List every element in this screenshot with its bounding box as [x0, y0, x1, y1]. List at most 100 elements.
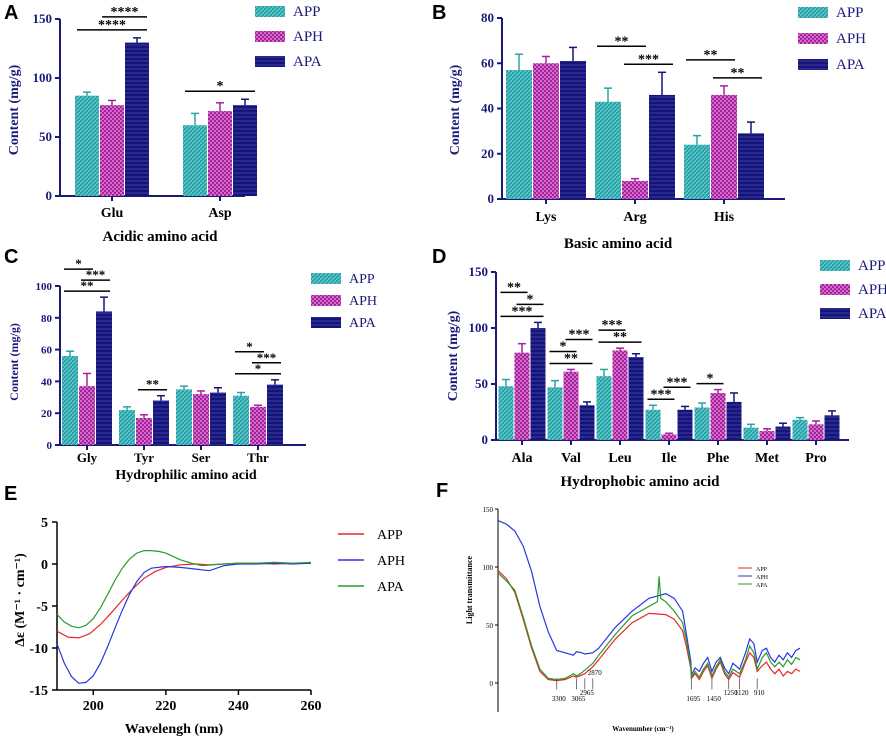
bar-d-apa-val	[579, 405, 595, 440]
legend-label-f-apa: APA	[756, 583, 768, 589]
significance-label: *	[527, 292, 534, 307]
panel-e-ytick-label: -5	[36, 600, 48, 615]
significance-label: ****	[111, 5, 139, 20]
spectrum-line-f-aph	[497, 520, 801, 678]
bar-b-app-his	[684, 144, 710, 199]
spectrum-line-e-apa	[56, 549, 312, 629]
significance-label: *	[217, 79, 224, 94]
category-label-lys: Lys	[535, 210, 557, 225]
panel-e-xtick-label: 200	[83, 699, 104, 714]
peak-label: 1250	[724, 689, 739, 697]
significance-label: ***	[602, 318, 623, 333]
panel-b-ytick-label: 0	[488, 191, 495, 206]
panel-c-ytick-label: 60	[41, 345, 53, 357]
panel-b: B Content (mg/g) Basic amino acid 0 20 40 6…	[432, 2, 866, 252]
bar-b-app-lys	[506, 70, 532, 199]
bar-d-apa-ala	[530, 328, 546, 440]
panel-d-ytick-label: 50	[475, 376, 488, 391]
panel-b-ytick-label: 20	[481, 146, 494, 161]
peak-label: 1120	[735, 689, 749, 697]
panel-d-ytick-label: 100	[469, 320, 489, 335]
legend-label-b-aph: APH	[836, 31, 866, 47]
bar-d-aph-ile	[661, 434, 677, 440]
panel-c-ytick-label: 20	[41, 408, 53, 420]
panel-c-letter: C	[4, 246, 18, 268]
bar-b-aph-arg	[622, 180, 648, 199]
significance-label: **	[613, 330, 627, 345]
legend-swatch-c-aph	[311, 295, 341, 306]
panel-e: E Δε (M⁻¹ · cm⁻¹) Wavelengh (nm) -15-10-…	[4, 483, 405, 737]
legend-label-f-aph: APH	[756, 575, 769, 581]
legend-label-a-aph: APH	[293, 29, 323, 45]
bar-d-aph-ala	[514, 352, 530, 440]
legend-label-c-aph: APH	[349, 294, 377, 309]
panel-e-xtick-label: 240	[228, 699, 249, 714]
panel-d: D Content (mg/g) Hydrophobic amino acid …	[432, 246, 886, 490]
bar-c-apa-ser	[210, 392, 226, 445]
panel-f-ylabel: Light transmittance	[465, 555, 474, 624]
peak-label: 1695	[686, 695, 701, 703]
legend-swatch-b-aph	[798, 33, 828, 44]
bar-b-apa-arg	[649, 94, 675, 199]
panel-b-ytick-label: 60	[481, 55, 494, 70]
category-label-arg: Arg	[623, 210, 646, 225]
bar-a-app-glu	[75, 95, 99, 196]
panel-c-ytick-label: 40	[41, 376, 53, 388]
panel-d-xtitle: Hydrophobic amino acid	[561, 474, 721, 490]
bar-d-aph-val	[563, 371, 579, 440]
panel-e-ylabel: Δε (M⁻¹ · cm⁻¹)	[13, 553, 28, 647]
significance-label: ***	[86, 267, 106, 282]
legend-label-f-app: APP	[756, 567, 768, 573]
category-label-asp: Asp	[208, 206, 232, 221]
significance-label: ***	[512, 304, 533, 319]
panel-f-letter: F	[436, 480, 448, 502]
category-label-ala: Ala	[512, 451, 533, 466]
panel-a-letter: A	[4, 2, 18, 24]
bar-c-apa-thr	[267, 384, 283, 445]
bar-d-aph-pro	[808, 424, 824, 440]
bar-c-app-ser	[176, 389, 192, 445]
panel-d-ytick-label: 0	[482, 432, 489, 447]
significance-label: **	[81, 278, 94, 293]
bar-d-apa-pro	[824, 415, 840, 440]
peak-label: 1450	[707, 695, 722, 703]
bar-d-app-ala	[498, 386, 514, 440]
legend-swatch-a-app	[255, 6, 285, 17]
peak-label: 3065	[571, 695, 586, 703]
legend-label-c-apa: APA	[349, 316, 377, 331]
bar-c-aph-gly	[79, 386, 95, 445]
legend-label-e-apa: APA	[377, 580, 405, 595]
legend-label-d-apa: APA	[858, 306, 886, 322]
significance-label: **	[507, 280, 521, 295]
panel-f-ytick-label: 50	[486, 622, 494, 630]
significance-label: *	[560, 339, 567, 354]
category-label-phe: Phe	[707, 451, 730, 466]
bar-c-app-tyr	[119, 410, 135, 445]
panel-b-ytick-label: 40	[481, 101, 494, 116]
peak-label: 3300	[552, 695, 567, 703]
peak-label: 2965	[580, 689, 595, 697]
significance-label: ***	[667, 375, 688, 390]
panel-d-letter: D	[432, 246, 446, 268]
bar-a-aph-asp	[208, 111, 232, 196]
bar-d-app-leu	[596, 376, 612, 440]
panel-c-ylabel: Content (mg/g)	[7, 323, 21, 401]
category-label-tyr: Tyr	[134, 450, 154, 465]
panel-a-ytick-label: 100	[33, 70, 53, 85]
bar-c-apa-gly	[96, 311, 112, 445]
significance-label: **	[146, 377, 159, 392]
spectrum-line-e-aph	[56, 562, 312, 684]
bar-d-app-ile	[645, 409, 661, 440]
legend-swatch-a-aph	[255, 31, 285, 42]
panel-e-xtick-label: 260	[301, 699, 322, 714]
panel-d-ytick-label: 150	[469, 264, 489, 279]
significance-label: *	[707, 372, 714, 387]
bar-d-apa-phe	[726, 401, 742, 440]
bar-d-app-met	[743, 427, 759, 440]
legend-label-d-aph: APH	[858, 282, 886, 298]
bar-c-apa-tyr	[153, 400, 169, 445]
significance-label: **	[615, 34, 629, 49]
legend-swatch-a-apa	[255, 56, 285, 67]
